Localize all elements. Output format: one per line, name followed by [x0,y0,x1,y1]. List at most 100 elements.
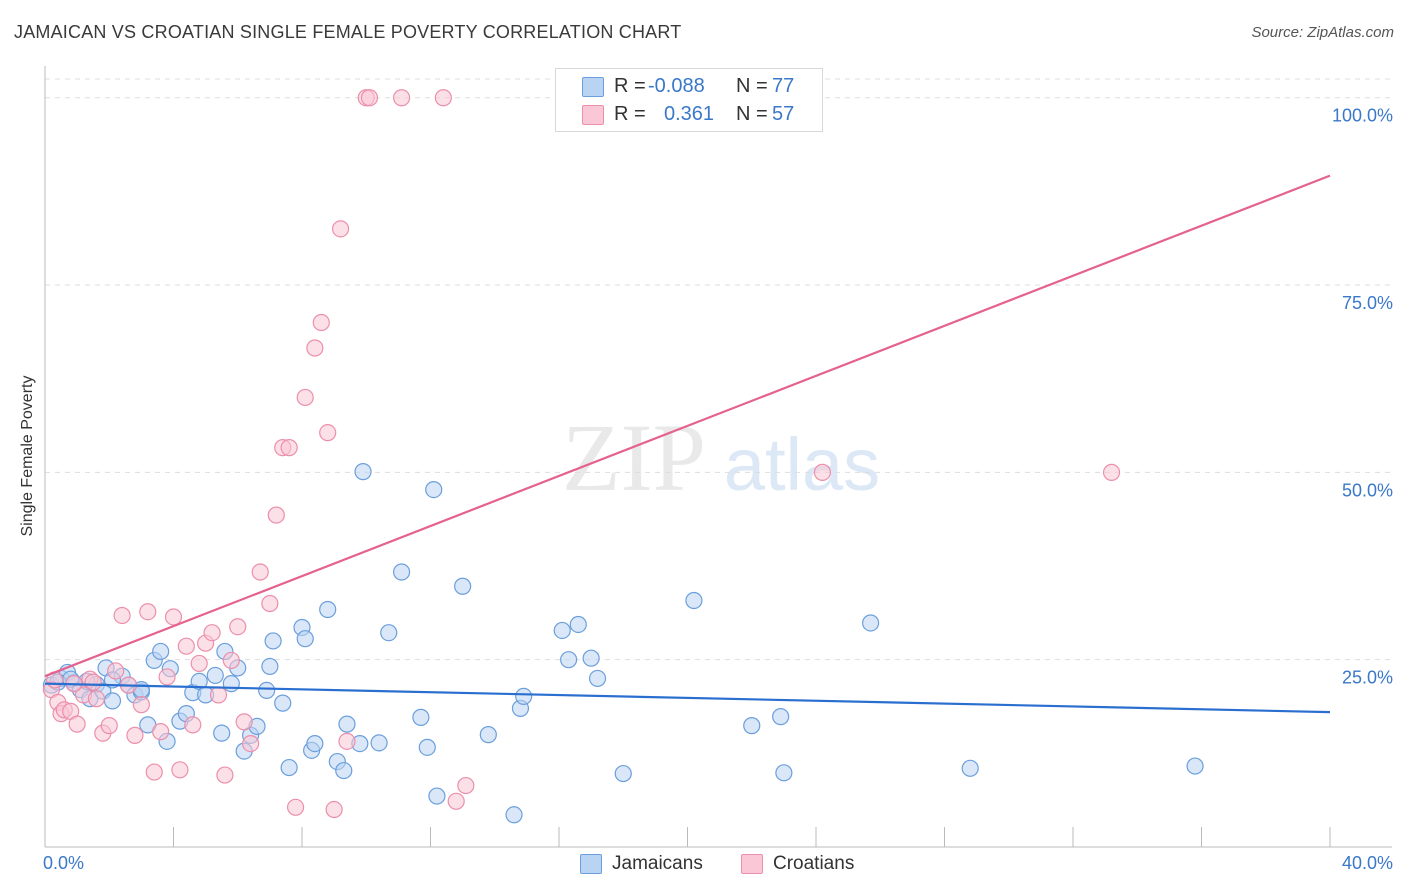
jamaican-point [335,761,353,780]
jamaican-point [152,642,170,661]
jamaican-point [560,651,578,669]
croatian-point [447,792,465,810]
croatian-point [100,717,118,735]
trend-lines [44,174,1331,714]
croatian-point [242,735,260,753]
gridlines [45,78,1392,661]
croatian-point [152,723,170,741]
jamaican-point [582,649,600,667]
croatians-legend-swatch [741,854,763,874]
jamaican-point [588,669,607,688]
n-label: N = [736,103,768,125]
croatian-point [222,651,240,670]
croatian-point [331,220,350,238]
croatian-point [107,662,125,680]
jamaican-point [425,480,443,499]
x-tick-label-max: 40.0% [1342,853,1393,873]
croatian-point [319,424,337,442]
y-tick-label: 25.0% [1342,668,1393,688]
tick-labels: 25.0% 50.0% 75.0% 100.0% 0.0% 40.0% [43,106,1393,873]
n-value: 57 [772,103,795,125]
jamaican-point [862,614,880,632]
x-tick-label-min: 0.0% [43,853,84,873]
jamaican-point [569,615,587,634]
r-label: R = [614,75,646,97]
croatian-point [338,732,356,750]
croatian-point [203,624,221,642]
y-tick-label: 100.0% [1332,106,1393,126]
jamaican-point [222,675,240,693]
source-label: Source: ZipAtlas.com [1251,24,1394,41]
croatian-point [261,594,279,613]
jamaican-point [319,600,337,619]
jamaican-point [515,687,533,705]
croatian-point [457,776,475,795]
n-label: N = [736,75,768,97]
croatian-point [251,563,269,581]
croatian-point [280,439,298,457]
croatian-point [158,668,176,686]
jamaican-point [961,759,979,777]
croatian-point [145,763,163,781]
jamaican-point [454,577,472,595]
jamaican-point [264,632,282,650]
jamaican-point [261,657,279,676]
croatians-trend-line [44,174,1331,678]
jamaicans-legend-label: Jamaicans [612,853,703,874]
croatian-point [184,716,202,734]
croatian-point [171,761,189,779]
jamaican-point [1186,757,1204,775]
croatian-point [235,713,253,731]
croatian-point [164,608,183,626]
jamaican-point [479,726,497,744]
croatian-point [84,673,102,691]
jamaican-point [685,591,703,610]
jamaican-point [103,692,122,710]
jamaican-point [428,787,446,805]
croatian-point [392,89,411,107]
jamaican-point [743,717,761,735]
croatians-legend-label: Croatians [773,853,855,874]
jamaicans-points [42,463,1204,824]
jamaican-point [274,694,292,712]
y-tick-label: 75.0% [1342,293,1393,313]
croatian-point [813,463,832,481]
jamaican-point [412,708,430,726]
croatians-swatch [582,105,604,125]
jamaican-point [772,708,790,726]
jamaicans-swatch [582,77,604,97]
croatian-point [286,798,305,816]
croatian-point [87,690,106,708]
jamaican-point [380,624,398,642]
croatian-point [229,618,247,636]
croatian-point [306,339,324,357]
jamaicans-legend-swatch [580,854,602,874]
croatian-point [190,654,208,673]
correlation-legend: R = -0.088 N = 77 R = 0.361 N = 57 [555,68,823,132]
jamaican-point [418,738,436,756]
jamaican-point [206,666,224,685]
croatian-point [267,506,285,524]
croatians-points [42,89,1121,819]
watermark-atlas: atlas [724,423,880,506]
jamaican-point [505,806,523,824]
jamaican-point [354,463,372,481]
croatian-point [132,696,150,714]
y-tick-label: 50.0% [1342,480,1393,500]
croatian-point [296,388,314,407]
axes [44,66,1392,848]
jamaican-point [213,724,231,742]
jamaican-point [306,735,324,753]
jamaican-point [296,630,314,648]
jamaican-point [392,563,411,581]
jamaican-point [614,764,632,783]
jamaican-point [280,758,298,777]
croatian-point [1102,463,1121,481]
croatian-point [216,766,234,784]
r-value: 0.361 [664,103,715,125]
jamaican-point [258,681,276,700]
chart-title: JAMAICAN VS CROATIAN SINGLE FEMALE POVER… [14,22,682,42]
croatian-point [360,89,379,107]
croatian-point [325,800,343,819]
